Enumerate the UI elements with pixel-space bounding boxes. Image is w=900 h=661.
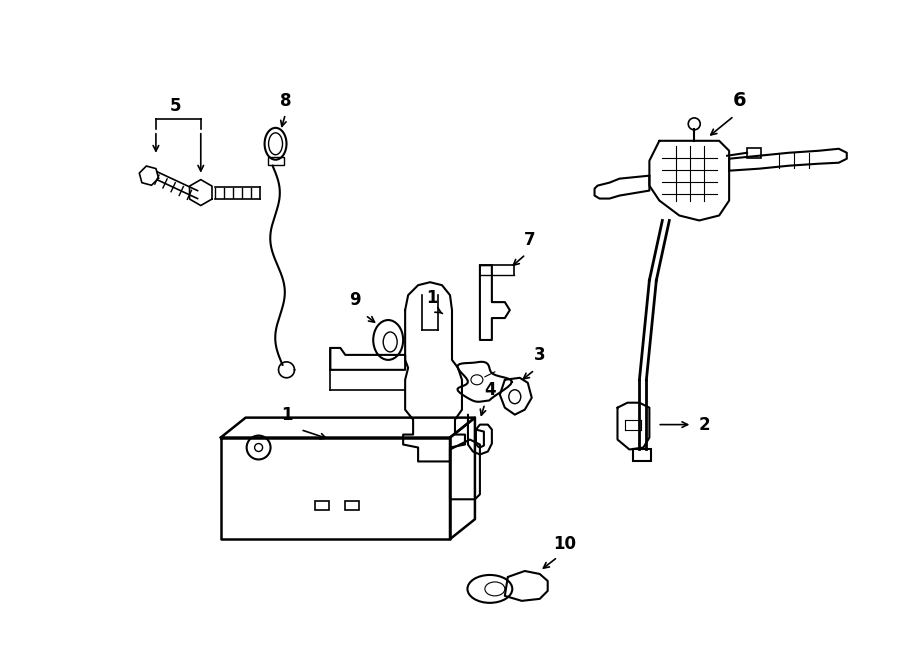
Text: 5: 5 bbox=[170, 97, 182, 115]
Text: 3: 3 bbox=[534, 346, 545, 364]
Text: 6: 6 bbox=[733, 91, 746, 110]
Text: 4: 4 bbox=[484, 381, 496, 399]
Text: 8: 8 bbox=[280, 92, 292, 110]
Text: 10: 10 bbox=[554, 535, 576, 553]
Text: 1: 1 bbox=[427, 289, 437, 307]
Text: 2: 2 bbox=[698, 416, 710, 434]
Text: 7: 7 bbox=[524, 231, 536, 249]
Text: 9: 9 bbox=[349, 291, 361, 309]
Text: 1: 1 bbox=[281, 406, 292, 424]
